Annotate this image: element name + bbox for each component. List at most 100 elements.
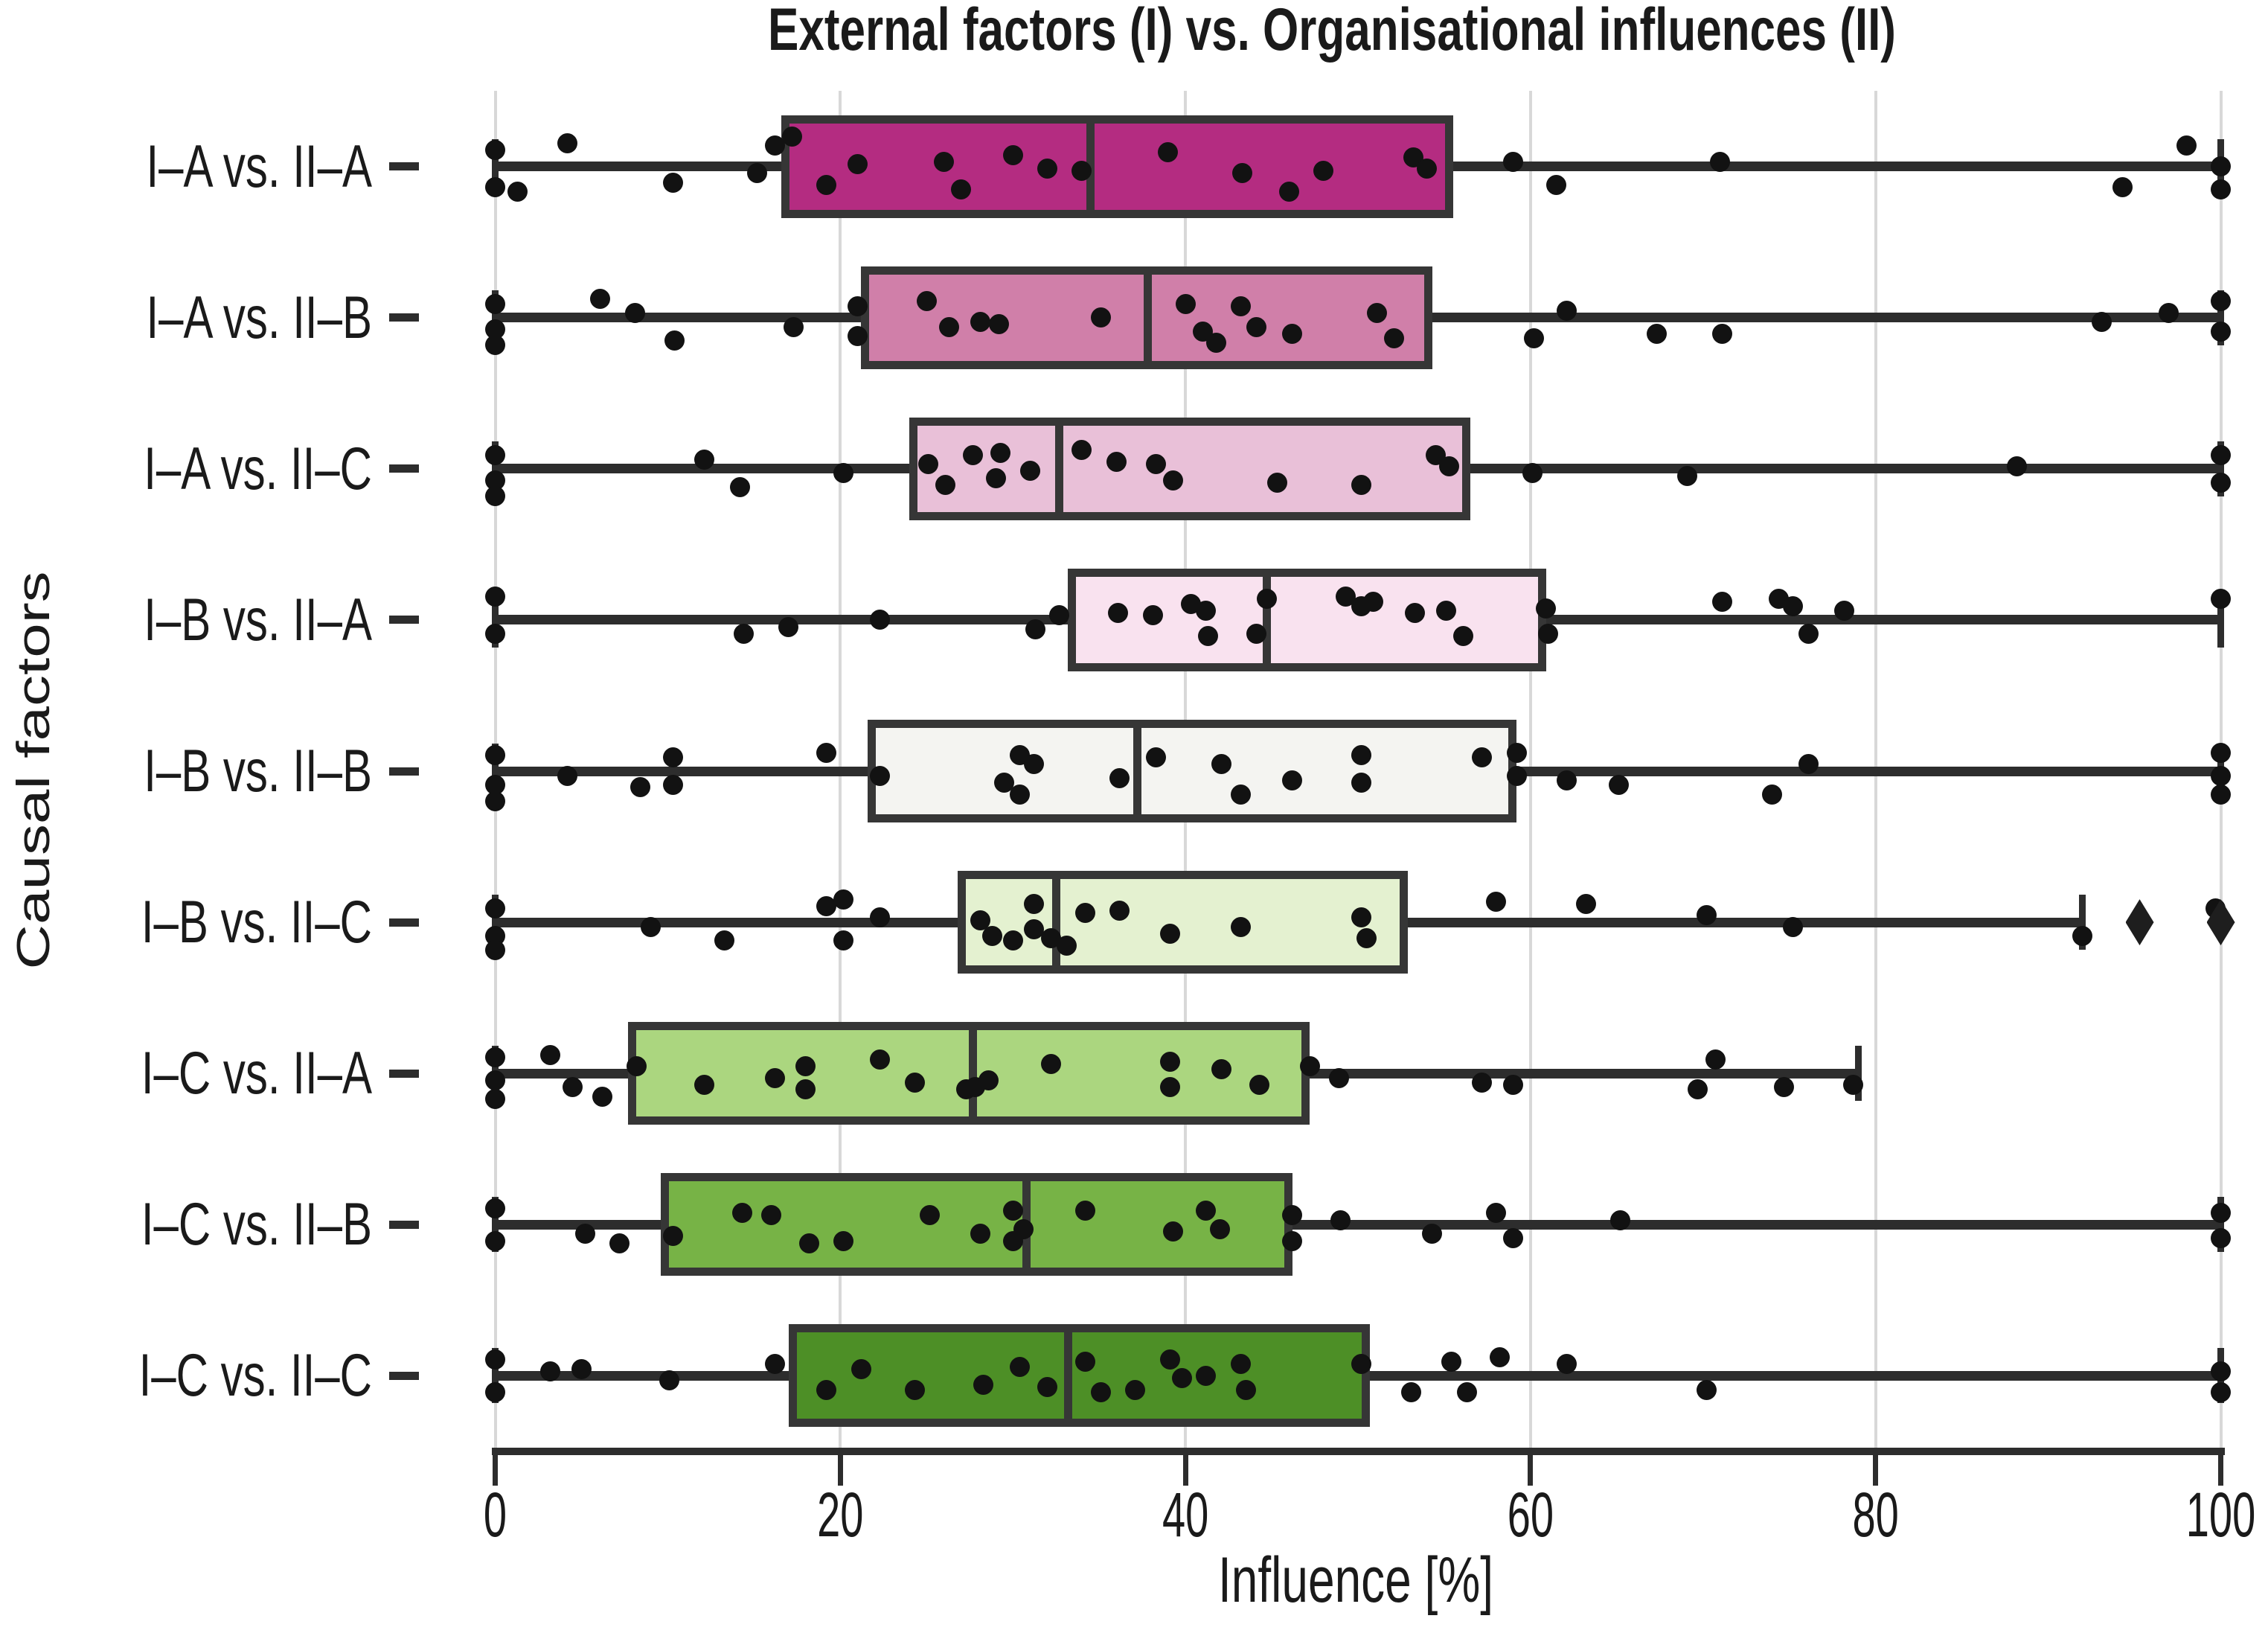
data-point xyxy=(2159,302,2179,323)
data-point xyxy=(1417,159,1438,179)
whisker-right xyxy=(1470,464,2221,474)
data-point xyxy=(640,916,661,937)
data-point xyxy=(557,765,578,786)
data-point xyxy=(2211,765,2231,786)
data-point xyxy=(2176,135,2197,156)
y-tick-label: I–B vs. II–B xyxy=(144,737,372,805)
data-point xyxy=(951,179,972,200)
data-point xyxy=(847,153,868,174)
y-tick xyxy=(389,464,419,473)
data-point xyxy=(2211,589,2231,610)
data-point xyxy=(571,1358,592,1379)
data-point xyxy=(1282,770,1303,790)
y-tick xyxy=(389,1371,419,1380)
data-point xyxy=(1071,161,1092,182)
data-point xyxy=(1356,928,1377,949)
data-point xyxy=(1246,623,1266,644)
data-point xyxy=(1503,151,1524,172)
box xyxy=(1068,568,1546,671)
y-tick-label: I–A vs. II–C xyxy=(144,434,372,502)
x-tick xyxy=(1873,1451,1879,1486)
box xyxy=(957,871,1409,974)
data-point xyxy=(1146,747,1167,767)
y-tick xyxy=(389,616,419,624)
data-point xyxy=(1299,1056,1320,1077)
x-tick-label: 0 xyxy=(483,1479,507,1550)
data-point xyxy=(970,312,990,333)
data-point xyxy=(1363,591,1384,612)
data-point xyxy=(1422,1224,1443,1244)
median-line xyxy=(1063,1332,1072,1419)
data-point xyxy=(1435,600,1456,621)
data-point xyxy=(1159,1349,1180,1370)
data-point xyxy=(1109,767,1130,788)
data-point xyxy=(985,467,1006,488)
x-tick xyxy=(1528,1451,1534,1486)
data-point xyxy=(1278,182,1299,202)
box xyxy=(909,417,1470,520)
data-point xyxy=(1125,1379,1146,1400)
y-tick xyxy=(389,1220,419,1229)
data-point xyxy=(1688,1079,1708,1100)
data-point xyxy=(1330,1210,1351,1230)
x-tick-label: 100 xyxy=(2185,1479,2256,1550)
data-point xyxy=(1522,463,1543,484)
x-tick-label: 80 xyxy=(1852,1479,1899,1550)
whisker-left xyxy=(495,1219,662,1230)
data-point xyxy=(662,172,683,193)
data-point xyxy=(1401,1381,1422,1402)
data-point xyxy=(733,623,754,644)
data-point xyxy=(624,302,645,323)
data-point xyxy=(485,1230,505,1251)
data-point xyxy=(485,293,505,314)
data-point xyxy=(1798,623,1819,644)
data-point xyxy=(1441,1352,1461,1373)
data-point xyxy=(1762,784,1783,805)
y-tick xyxy=(389,918,419,927)
data-point xyxy=(1230,1354,1251,1375)
y-tick xyxy=(389,767,419,776)
data-point xyxy=(1282,1230,1303,1251)
data-point xyxy=(485,939,505,960)
data-point xyxy=(664,330,685,351)
data-point xyxy=(1798,754,1819,775)
data-point xyxy=(904,1379,925,1400)
data-point xyxy=(1090,1381,1111,1402)
data-point xyxy=(1506,765,1527,786)
box xyxy=(781,115,1453,218)
data-point xyxy=(485,1047,505,1068)
data-point xyxy=(990,442,1011,463)
data-point xyxy=(731,1203,752,1224)
data-point xyxy=(1266,472,1287,493)
data-point xyxy=(1230,916,1251,937)
data-point xyxy=(778,616,799,637)
box xyxy=(868,720,1517,822)
data-point xyxy=(1211,1058,1232,1079)
x-tick-label: 40 xyxy=(1162,1479,1209,1550)
data-point xyxy=(1002,144,1023,165)
whisker-cap-low xyxy=(492,441,499,496)
data-point xyxy=(1546,174,1567,195)
data-point xyxy=(1175,293,1196,314)
data-point xyxy=(1405,603,1426,624)
data-point xyxy=(1146,454,1167,475)
data-point xyxy=(1197,626,1218,647)
data-point xyxy=(485,1349,505,1370)
data-point xyxy=(1025,619,1045,639)
median-line xyxy=(1143,274,1152,361)
x-tick xyxy=(1182,1451,1188,1486)
data-point xyxy=(485,176,505,197)
data-point xyxy=(1056,935,1077,956)
data-point xyxy=(1002,930,1023,951)
data-point xyxy=(970,1224,990,1244)
data-point xyxy=(978,1070,999,1091)
data-point xyxy=(1384,328,1405,349)
whisker-cap-low xyxy=(492,1348,499,1404)
data-point xyxy=(693,449,714,470)
data-point xyxy=(1557,300,1577,321)
data-point xyxy=(1608,775,1629,796)
median-line xyxy=(969,1030,978,1117)
data-point xyxy=(2211,742,2231,763)
data-point xyxy=(662,1226,683,1247)
